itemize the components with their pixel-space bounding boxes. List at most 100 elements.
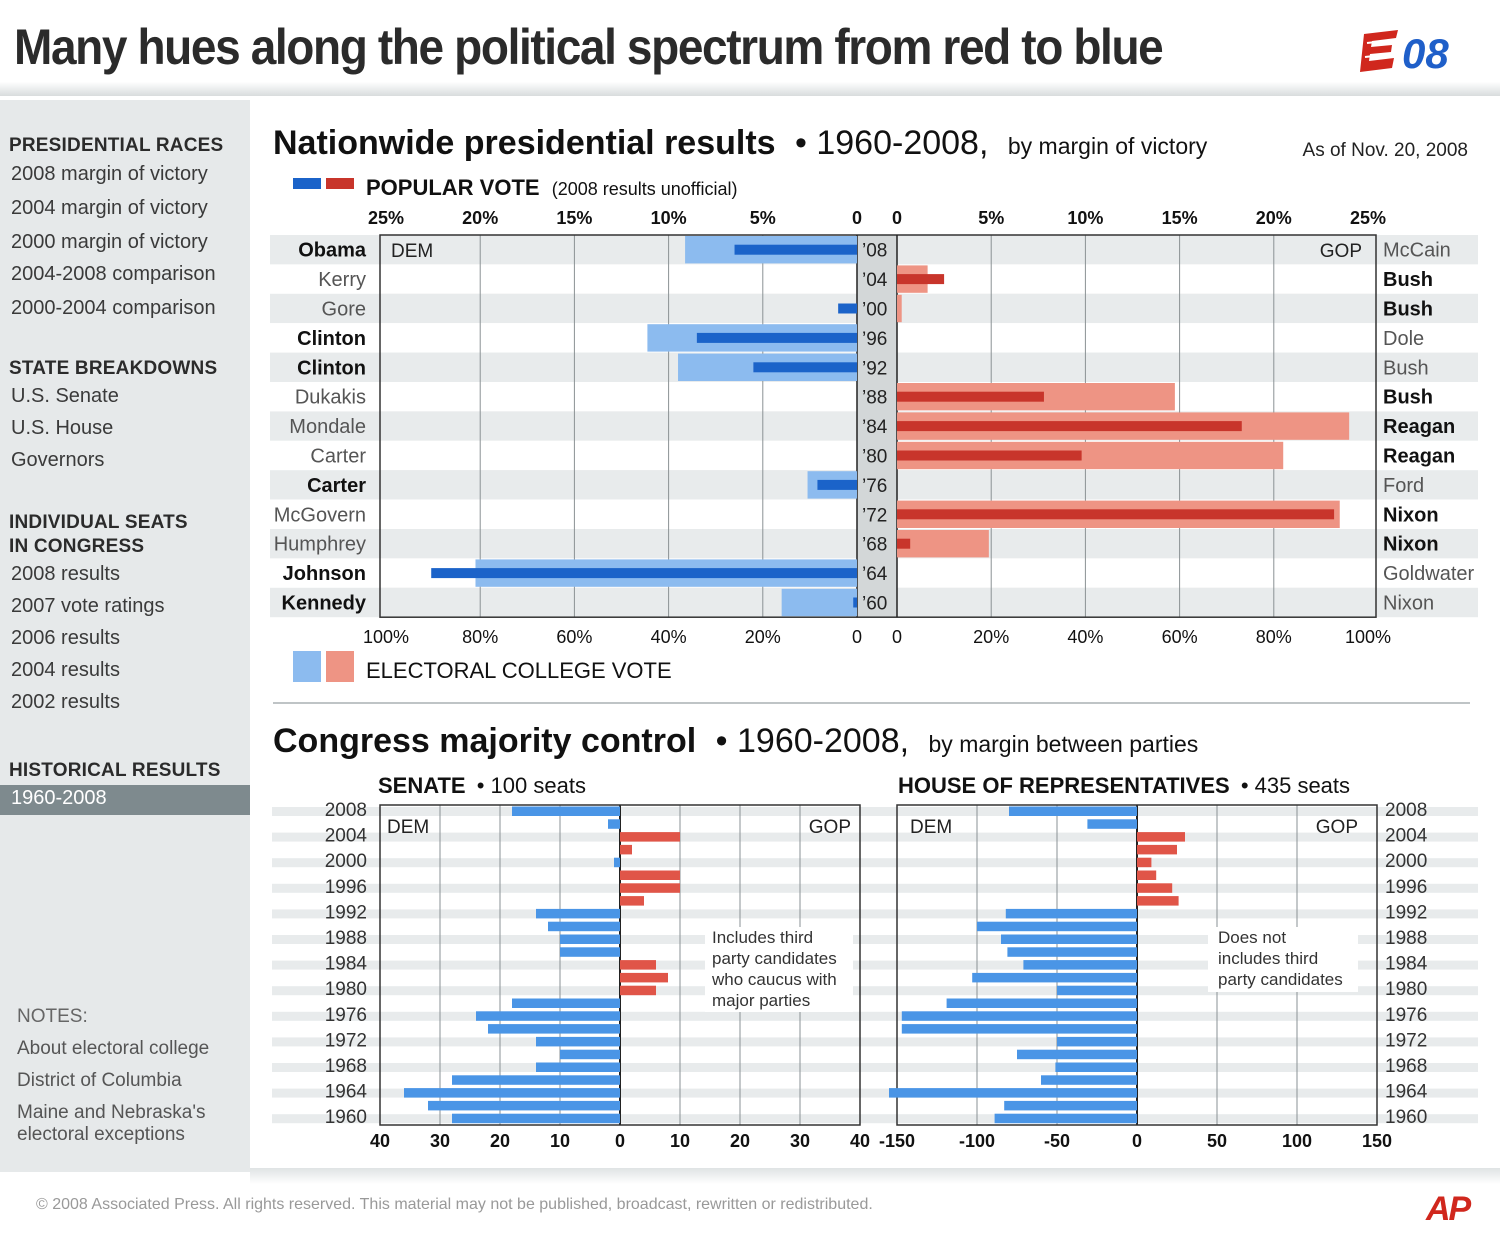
congress-row-band [272,960,1478,970]
senate-margin-bar [536,1062,620,1072]
sidebar-item-2000-2004-comparison[interactable]: 2000-2004 comparison [11,297,216,319]
electoral-tick-label: 100% [1345,627,1391,647]
house-tick-label: -150 [879,1131,915,1151]
senate-tick-label: 40 [850,1131,870,1151]
senate-margin-bar [620,972,668,983]
note-maine-nebraska[interactable]: Maine and Nebraska's [17,1102,206,1123]
sidebar-item-2004-2008-comparison[interactable]: 2004-2008 comparison [11,263,216,285]
senate-margin-bar [404,1088,620,1098]
sidebar-item-us-house[interactable]: U.S. House [11,417,114,439]
senate-margin-bar [620,870,680,880]
congress-year-label-right: 1964 [1385,1082,1428,1103]
congress-year-label-right: 1960 [1385,1107,1427,1128]
sidebar-heading-in-congress: IN CONGRESS [9,536,145,557]
senate-tick-label: 40 [370,1131,390,1151]
sidebar-item-2008-margin[interactable]: 2008 margin of victory [11,163,208,185]
sidebar-item-2002-results[interactable]: 2002 results [11,691,120,713]
sidebar-item-us-senate[interactable]: U.S. Senate [11,385,119,407]
senate-tick-label: 10 [670,1131,690,1151]
house-tick-label: 150 [1362,1131,1392,1151]
congress-year-label-right: 1972 [1385,1030,1427,1051]
sidebar-item-2008-results[interactable]: 2008 results [11,563,120,585]
gop-candidate-label: Goldwater [1383,563,1474,585]
electoral-tick-label: 60% [556,627,592,647]
popular-tick-label: 15% [556,208,592,228]
popular-bar-dem [696,332,857,343]
house-margin-bar [889,1088,1137,1098]
congress-year-label-right: 1968 [1385,1056,1427,1077]
year-label: ’72 [862,505,887,526]
senate-tick-label: 30 [430,1131,450,1151]
note-electoral-exceptions[interactable]: electoral exceptions [17,1124,185,1145]
presidential-year-column [857,235,897,618]
sidebar-item-2004-results[interactable]: 2004 results [11,659,120,681]
house-margin-bar [1023,960,1137,970]
year-label: ’88 [862,388,887,409]
congress-row-band [272,858,1478,868]
year-label: ’80 [862,447,887,468]
congress-year-label-right: 1976 [1385,1005,1427,1026]
congress-year-label-left: 1996 [325,877,367,898]
senate-tick-label: 30 [790,1131,810,1151]
popular-bar-gop [897,391,1044,402]
gop-candidate-label: Bush [1383,269,1433,291]
house-plot-frame [896,804,1378,1126]
popular-bar-dem [853,597,857,608]
senate-margin-bar [476,1011,620,1021]
sidebar-item-2006-results[interactable]: 2006 results [11,627,120,649]
congress-year-label-right: 1984 [1385,954,1428,975]
dem-candidate-label: Clinton [297,328,366,350]
popular-bar-dem [431,568,857,579]
congress-year-label-left: 2008 [325,800,367,821]
popular-tick-label: 0 [852,208,862,228]
house-margin-bar [1137,883,1173,893]
sidebar-heading-individual-seats: INDIVIDUAL SEATS [9,512,188,533]
sidebar-item-2000-margin[interactable]: 2000 margin of victory [11,231,208,253]
header: Many hues along the political spectrum f… [0,0,1500,96]
popular-bar-dem [817,479,857,490]
presidential-bars [431,236,1350,617]
gop-candidate-label: McCain [1383,240,1451,262]
note-district-of-columbia[interactable]: District of Columbia [17,1070,182,1091]
presidential-plot-frame [379,234,1377,618]
sidebar-item-governors[interactable]: Governors [11,449,105,471]
congress-row-band [272,986,1478,996]
gop-candidate-label: Bush [1383,299,1433,321]
senate-margin-bar [560,1049,620,1060]
gop-candidate-label: Dole [1383,328,1424,350]
sidebar-item-2004-margin[interactable]: 2004 margin of victory [11,197,208,219]
electoral-tick-label: 80% [462,627,498,647]
senate-margin-bar [620,832,680,842]
congress-year-label-left: 1960 [325,1107,367,1128]
presidential-rows [270,235,1478,618]
electoral-tick-label: 0 [852,627,862,647]
senate-margin-bar [620,844,632,855]
congress-year-label-right: 1992 [1385,902,1427,923]
congress-bars [404,806,1185,1124]
year-label: ’76 [862,476,887,497]
popular-tick-label: 25% [368,208,404,228]
year-label: ’64 [862,564,888,585]
content-bottom-shadow [250,1168,1500,1184]
sidebar-item-1960-2008[interactable]: 1960-2008 [11,787,107,809]
dem-candidate-label: Kennedy [282,593,367,615]
senate-margin-bar [536,1036,620,1047]
popular-bar-dem [753,362,857,373]
congress-year-label-left: 1984 [325,954,368,975]
senate-tick-label: 10 [550,1131,570,1151]
popular-vote-legend-label: POPULAR VOTE (2008 results unofficial) [366,175,737,200]
sidebar-item-2007-vote-ratings[interactable]: 2007 vote ratings [11,595,165,617]
congress-chart: Congress majority control • 1960-2008, b… [272,722,1478,1151]
house-margin-bar [1137,896,1179,906]
house-margin-bar [1005,908,1137,919]
congress-row-band [272,883,1478,893]
popular-tick-label: 0 [892,208,902,228]
senate-margin-bar [560,947,620,957]
congress-year-label-left: 1988 [325,928,367,949]
note-about-electoral-college[interactable]: About electoral college [17,1038,210,1059]
senate-dem-label: DEM [387,817,429,838]
house-margin-bar [1007,947,1137,957]
sidebar-selected-highlight [0,785,250,815]
gop-candidate-label: Bush [1383,387,1433,409]
year-label: ’00 [862,300,887,321]
